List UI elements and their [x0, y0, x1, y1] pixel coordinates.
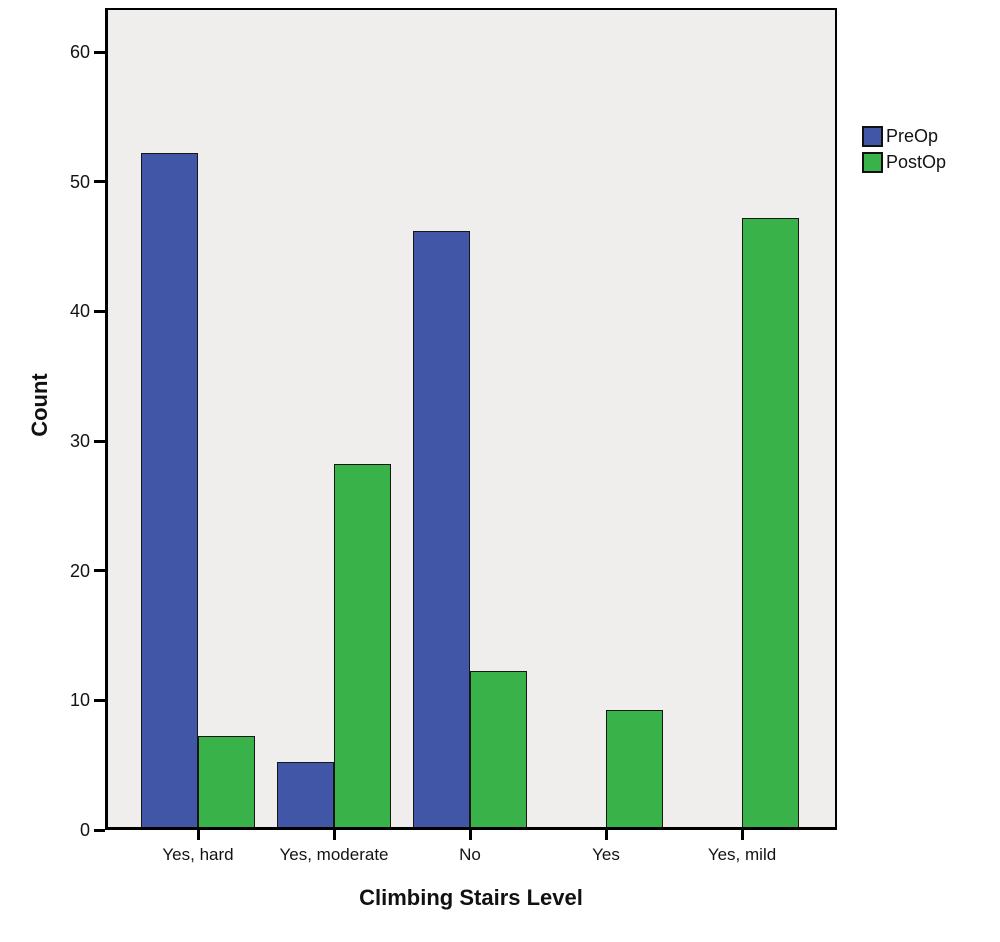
- x-axis-title: Climbing Stairs Level: [359, 885, 583, 910]
- legend-entry-postop: PostOp: [862, 152, 946, 173]
- y-tick-label-0: 0: [79, 820, 90, 840]
- y-axis-tick-10: [94, 698, 105, 702]
- legend-entry-preop: PreOp: [862, 126, 946, 147]
- x-axis-tick-yes-moderate: [332, 830, 336, 840]
- plot-area: [105, 8, 837, 830]
- y-tick-label-20: 20: [69, 560, 90, 581]
- bar-postop-yes-mild: [742, 218, 799, 827]
- y-tick-label-50: 50: [69, 171, 90, 192]
- y-axis-tick-20: [94, 569, 105, 573]
- y-axis-tick-60: [94, 50, 105, 54]
- y-axis-tick-0: [94, 828, 105, 832]
- x-axis-tick-yes-mild: [740, 830, 744, 840]
- y-tick-label-10: 10: [69, 690, 90, 711]
- y-axis-title: Count: [27, 373, 52, 437]
- legend-label-postop: PostOp: [886, 152, 947, 172]
- bar-preop-yes-hard: [141, 153, 198, 827]
- bar-preop-yes-moderate: [277, 762, 334, 827]
- legend-swatch-postop: [862, 152, 883, 173]
- x-category-label-yes-hard: Yes, hard: [162, 845, 234, 864]
- bar-preop-no: [413, 231, 470, 827]
- y-axis-tick-30: [94, 439, 105, 443]
- x-axis-tick-yes-hard: [196, 830, 200, 840]
- bar-postop-yes-moderate: [334, 464, 391, 827]
- x-axis-tick-no: [468, 830, 472, 840]
- legend-label-preop: PreOp: [886, 126, 939, 146]
- legend-swatch-preop: [862, 126, 883, 147]
- x-category-label-yes-moderate: Yes, moderate: [279, 845, 389, 864]
- x-category-label-no: No: [459, 845, 481, 864]
- bar-postop-yes-hard: [198, 736, 255, 827]
- y-tick-label-40: 40: [69, 301, 90, 322]
- x-axis-tick-yes: [604, 830, 608, 840]
- x-category-label-yes-mild: Yes, mild: [707, 845, 777, 864]
- y-axis-tick-40: [94, 309, 105, 313]
- x-category-label-yes: Yes: [592, 845, 620, 864]
- bar-postop-no: [470, 671, 527, 827]
- y-tick-label-60: 60: [69, 42, 90, 63]
- y-tick-label-30: 30: [69, 431, 90, 452]
- legend: PreOp PostOp: [862, 126, 946, 178]
- y-axis-tick-50: [94, 180, 105, 184]
- bar-postop-yes: [606, 710, 663, 827]
